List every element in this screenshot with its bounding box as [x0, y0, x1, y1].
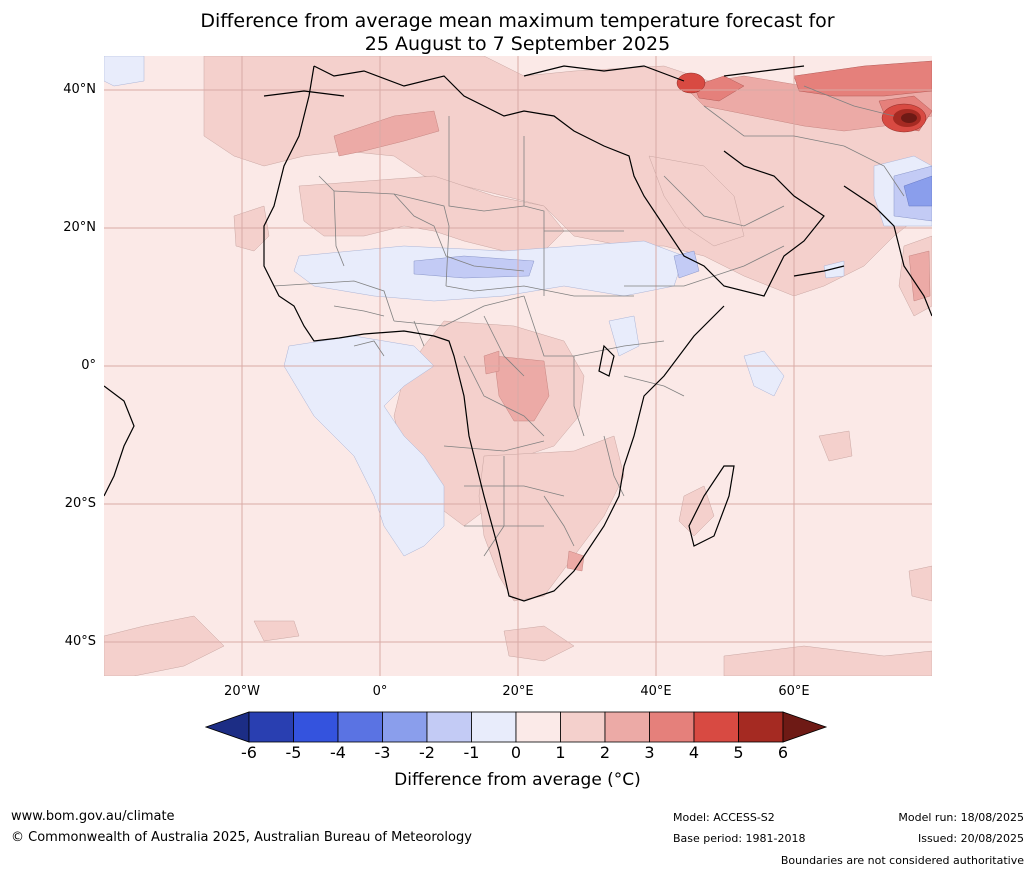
lon-label-40e: 40°E [640, 684, 672, 699]
footer-website[interactable]: www.bom.gov.au/climate [11, 809, 175, 824]
colorbar-tick-label: -2 [419, 743, 435, 762]
colorbar-box [248, 711, 294, 743]
colorbar-box [426, 711, 472, 743]
lon-label-0: 0° [372, 684, 388, 699]
footer-disclaimer: Boundaries are not considered authoritat… [780, 854, 1024, 867]
colorbar-tick-label: -4 [330, 743, 346, 762]
lon-label-20e: 20°E [502, 684, 534, 699]
chart-title-line-2: 25 August to 7 September 2025 [364, 33, 671, 55]
coastlines [104, 65, 932, 602]
footer-base-period: Base period: 1981-2018 [673, 832, 806, 845]
colorbar [204, 711, 830, 747]
footer-issued: Issued: 20/08/2025 [917, 832, 1024, 845]
colorbar-box [471, 711, 517, 743]
colorbar-tick-label: 4 [688, 743, 700, 762]
colorbar-box [515, 711, 561, 743]
colorbar-tick-label: -5 [285, 743, 302, 762]
forecast-map [104, 56, 932, 676]
chart-title-line-1: Difference from average mean maximum tem… [200, 10, 835, 32]
colorbar-tick-label: -6 [241, 743, 257, 762]
colorbar-tick-label: -3 [374, 743, 391, 762]
colorbar-tick-label: 6 [777, 743, 789, 762]
footer-model-run: Model run: 18/08/2025 [898, 811, 1024, 824]
colorbar-box [604, 711, 650, 743]
colorbar-tick-label: 1 [555, 743, 566, 762]
colorbar-tick-label: -1 [463, 743, 480, 762]
lat-label-40s: 40°S [64, 634, 96, 649]
colorbar-box [382, 711, 428, 743]
colorbar-tick-label: 2 [599, 743, 611, 762]
colorbar-box [293, 711, 339, 743]
colorbar-extend-low [204, 711, 250, 743]
colorbar-tick-label: 3 [644, 743, 655, 762]
map-gridlines [104, 56, 932, 676]
anomaly-hotspots [676, 72, 927, 133]
country-borders [273, 85, 905, 557]
lat-label-40n: 40°N [63, 82, 96, 97]
colorbar-box [337, 711, 383, 743]
lat-label-20s: 20°S [64, 496, 96, 511]
footer-copyright: © Commonwealth of Australia 2025, Austra… [11, 830, 472, 845]
anomaly-minus-3-to-minus-2-regions [903, 175, 932, 207]
colorbar-extend-high [782, 711, 828, 743]
colorbar-svg [204, 711, 828, 743]
lat-label-0: 0° [81, 358, 96, 373]
colorbar-box [560, 711, 606, 743]
colorbar-box [738, 711, 784, 743]
colorbar-tick-label: 0 [510, 743, 522, 762]
footer-model: Model: ACCESS-S2 [673, 811, 775, 824]
colorbar-tick-label: 5 [733, 743, 744, 762]
map-svg [104, 56, 932, 676]
lon-label-20w: 20°W [224, 684, 260, 699]
lat-label-20n: 20°N [63, 220, 96, 235]
colorbar-label: Difference from average (°C) [394, 770, 641, 790]
colorbar-box [693, 711, 739, 743]
colorbar-box [649, 711, 695, 743]
lon-label-60e: 60°E [778, 684, 810, 699]
